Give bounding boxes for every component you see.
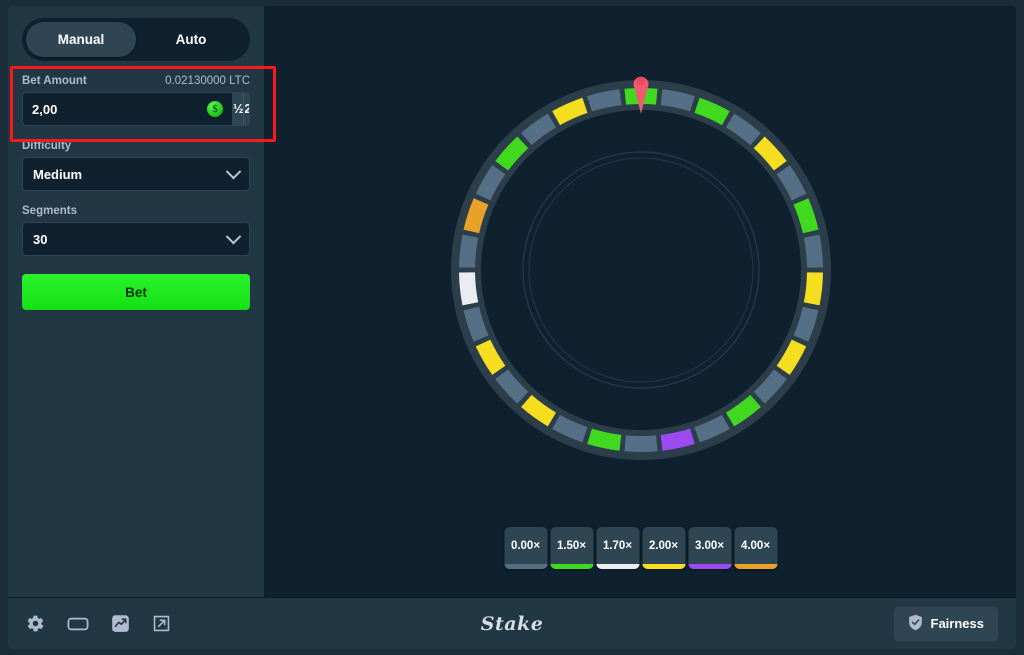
wheel-segment — [520, 113, 556, 146]
multiplier-label: 0.00× — [510, 539, 541, 552]
multiplier-label: 4.00× — [740, 539, 771, 552]
wheel[interactable] — [441, 70, 841, 470]
difficulty-select[interactable]: Medium — [22, 157, 250, 191]
statistics-icon[interactable] — [111, 614, 130, 633]
difficulty-label: Difficulty — [22, 140, 72, 152]
wheel-graphic — [450, 80, 831, 460]
wheel-inner-circle-inner — [528, 157, 753, 383]
wheel-inner-circle-outer — [521, 151, 760, 389]
bet-button[interactable]: Bet — [22, 274, 250, 310]
wheel-segment — [753, 136, 787, 171]
wheel-segment — [475, 339, 505, 375]
multiplier-chip: 3.00× — [688, 527, 731, 569]
bet-panel: Manual Auto Bet Amount 0.02130000 LTC $ … — [8, 6, 265, 597]
wheel-segment — [725, 113, 761, 146]
wheel-segment — [586, 89, 621, 112]
multiplier-color-bar — [504, 564, 547, 569]
multiplier-chip: 1.50× — [550, 527, 593, 569]
multiplier-chip: 0.00× — [504, 527, 547, 569]
dollar-coin-icon: $ — [207, 101, 223, 117]
bet-halve-button[interactable]: ½ — [233, 93, 244, 125]
wheel-segment — [458, 234, 478, 268]
wheel-segment — [725, 394, 761, 427]
footer-icon-group — [26, 614, 171, 633]
display-icon[interactable] — [67, 616, 89, 632]
balance-value: 0.02130000 LTC — [165, 75, 250, 87]
wheel-segment — [803, 272, 823, 306]
wheel-segment — [494, 369, 528, 404]
fairness-button[interactable]: Fairness — [893, 606, 998, 641]
wheel-pointer-icon — [633, 76, 648, 114]
multiplier-label: 3.00× — [694, 539, 725, 552]
bet-amount-input-wrap[interactable]: $ — [23, 93, 233, 125]
wheel-segment — [551, 414, 588, 443]
multiplier-color-bar — [734, 564, 777, 569]
wheel-outer-track — [450, 80, 831, 460]
bet-amount-row: $ ½ 2× — [22, 92, 250, 126]
expand-icon[interactable] — [152, 614, 171, 633]
wheel-segment — [494, 136, 528, 171]
wheel-segment — [624, 435, 657, 452]
multiplier-legend: 0.00× 1.50× 1.70× 2.00× 3.00× 4.00× — [504, 527, 777, 569]
wheel-segment — [475, 165, 505, 201]
multiplier-color-bar — [550, 564, 593, 569]
multiplier-chip: 1.70× — [596, 527, 639, 569]
bet-amount-label: Bet Amount — [22, 75, 87, 87]
mode-tabs: Manual Auto — [22, 18, 250, 61]
segments-select[interactable]: 30 — [22, 222, 250, 256]
difficulty-value: Medium — [33, 166, 83, 182]
segments-label-row: Segments — [22, 205, 250, 217]
wheel-segment — [660, 428, 695, 451]
difficulty-label-row: Difficulty — [22, 140, 250, 152]
wheel-segment — [803, 234, 823, 268]
wheel-segment — [463, 198, 488, 234]
wheel-segment — [660, 89, 695, 112]
game-stage: 0.00× 1.50× 1.70× 2.00× 3.00× 4.00× — [265, 6, 1016, 597]
multiplier-chip: 2.00× — [642, 527, 685, 569]
multiplier-chip: 4.00× — [734, 527, 777, 569]
tab-manual[interactable]: Manual — [26, 22, 136, 57]
segments-label: Segments — [22, 205, 77, 217]
bet-amount-input[interactable] — [32, 101, 207, 117]
tab-auto[interactable]: Auto — [136, 22, 246, 57]
bet-double-button[interactable]: 2× — [243, 93, 249, 125]
wheel-segment — [551, 97, 588, 126]
game-footer: Stake Fairness — [8, 597, 1016, 649]
wheel-segment — [586, 428, 621, 451]
multiplier-label: 1.50× — [556, 539, 587, 552]
wheel-segment — [520, 394, 556, 427]
wheel-segment — [693, 414, 730, 443]
multiplier-color-bar — [688, 564, 731, 569]
wheel-segment — [458, 272, 478, 306]
wheel-segment — [463, 306, 488, 342]
wheel-segment — [793, 198, 818, 234]
shield-check-icon — [908, 614, 923, 634]
wheel-segment — [753, 369, 787, 404]
gear-icon[interactable] — [26, 614, 45, 633]
segments-value: 30 — [33, 231, 48, 247]
multiplier-label: 1.70× — [602, 539, 633, 552]
game-body: Manual Auto Bet Amount 0.02130000 LTC $ … — [8, 6, 1016, 597]
multiplier-color-bar — [596, 564, 639, 569]
multiplier-label: 2.00× — [648, 539, 679, 552]
chevron-down-icon — [225, 163, 242, 179]
wheel-segment — [793, 306, 818, 342]
wheel-segment — [776, 165, 806, 201]
chevron-down-icon — [225, 228, 242, 244]
wheel-segment — [776, 339, 806, 375]
wheel-segment — [693, 97, 730, 126]
multiplier-color-bar — [642, 564, 685, 569]
fairness-label: Fairness — [930, 616, 984, 631]
game-frame: Manual Auto Bet Amount 0.02130000 LTC $ … — [8, 6, 1016, 649]
stake-logo: Stake — [480, 612, 544, 635]
bet-amount-label-row: Bet Amount 0.02130000 LTC — [22, 75, 250, 87]
